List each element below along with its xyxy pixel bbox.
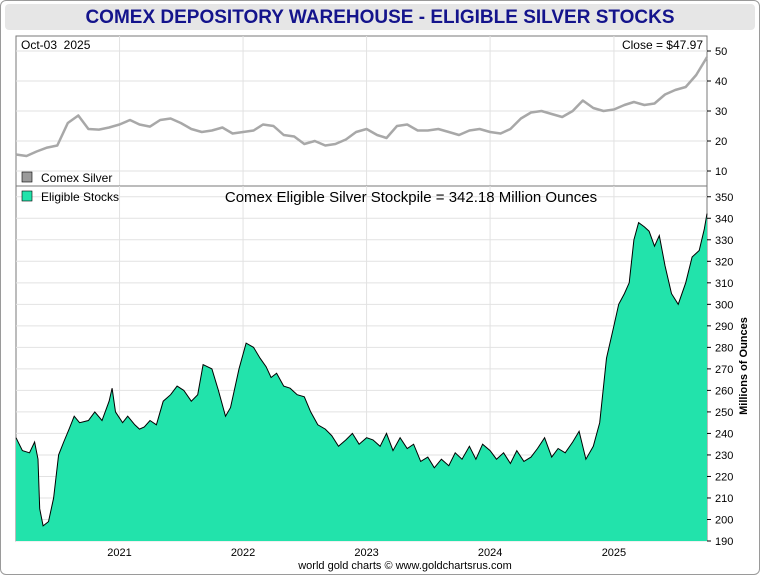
eligible-stocks-line — [15, 213, 708, 527]
x-tick-label: 2023 — [354, 547, 378, 559]
top-y-tick-label: 50 — [715, 46, 727, 58]
bottom-y-tick-label: 290 — [715, 321, 733, 333]
top-y-tick-label: 10 — [715, 166, 727, 178]
bottom-y-tick-label: 190 — [715, 536, 733, 548]
chart-title: COMEX DEPOSITORY WAREHOUSE - ELIGIBLE SI… — [85, 7, 675, 28]
top-grid — [16, 50, 707, 172]
bottom-y-tick-label: 250 — [715, 407, 733, 419]
footer-credit: world gold charts © www.goldchartsrus.co… — [297, 560, 512, 572]
eligible-stocks-area — [16, 213, 707, 541]
bottom-y-tick-label: 300 — [715, 299, 733, 311]
legend-swatch-eligible-stocks — [21, 190, 33, 202]
y-axis-label: Millions of Ounces — [738, 317, 750, 415]
top-y-tick-label: 30 — [715, 106, 727, 118]
top-panel: 10 20 30 40 50 Oct-03 2025 Close = $47.97 Co… — [15, 35, 727, 187]
bottom-y-tick-label: 210 — [715, 493, 733, 505]
legend-label-comex-silver: Comex Silver — [41, 171, 112, 185]
x-tick-label: 2024 — [478, 547, 502, 559]
x-axis-ticks: 2021 2022 2023 2024 2025 — [107, 547, 626, 559]
legend-label-eligible-stocks: Eligible Stocks — [41, 190, 119, 204]
bottom-y-tick-label: 340 — [715, 213, 733, 225]
stockpile-annotation: Comex Eligible Silver Stockpile = 342.18… — [225, 189, 597, 206]
bottom-y-tick-label: 240 — [715, 428, 733, 440]
bottom-y-axis-ticks: 190 200 210 220 230 240 250 260 270 280 290 300 310 3… — [707, 192, 733, 548]
bottom-y-tick-label: 280 — [715, 342, 733, 354]
bottom-y-tick-label: 220 — [715, 471, 733, 483]
close-label: Close = $47.97 — [622, 38, 703, 52]
bottom-y-tick-label: 270 — [715, 364, 733, 376]
bottom-y-tick-label: 260 — [715, 385, 733, 397]
date-label: Oct-03 2025 — [21, 38, 91, 52]
bottom-y-tick-label: 330 — [715, 235, 733, 247]
top-y-axis-ticks: 10 20 30 40 50 — [707, 46, 727, 178]
top-y-tick-label: 40 — [715, 76, 727, 88]
legend-swatch-comex-silver — [21, 171, 33, 183]
x-tick-label: 2022 — [231, 547, 255, 559]
x-tick-label: 2021 — [107, 547, 131, 559]
bottom-panel: 190 200 210 220 230 240 250 260 270 280 290 300 310 3… — [15, 185, 750, 559]
comex-silver-line — [15, 56, 709, 158]
top-y-tick-label: 20 — [715, 136, 727, 148]
title-bar: COMEX DEPOSITORY WAREHOUSE - ELIGIBLE SI… — [5, 4, 755, 30]
x-tick-label: 2025 — [602, 547, 626, 559]
bottom-y-tick-label: 230 — [715, 450, 733, 462]
bottom-y-tick-label: 350 — [715, 192, 733, 204]
bottom-y-tick-label: 320 — [715, 256, 733, 268]
bottom-y-tick-label: 200 — [715, 514, 733, 526]
top-vertical-grid — [119, 36, 615, 186]
bottom-y-tick-label: 310 — [715, 278, 733, 290]
